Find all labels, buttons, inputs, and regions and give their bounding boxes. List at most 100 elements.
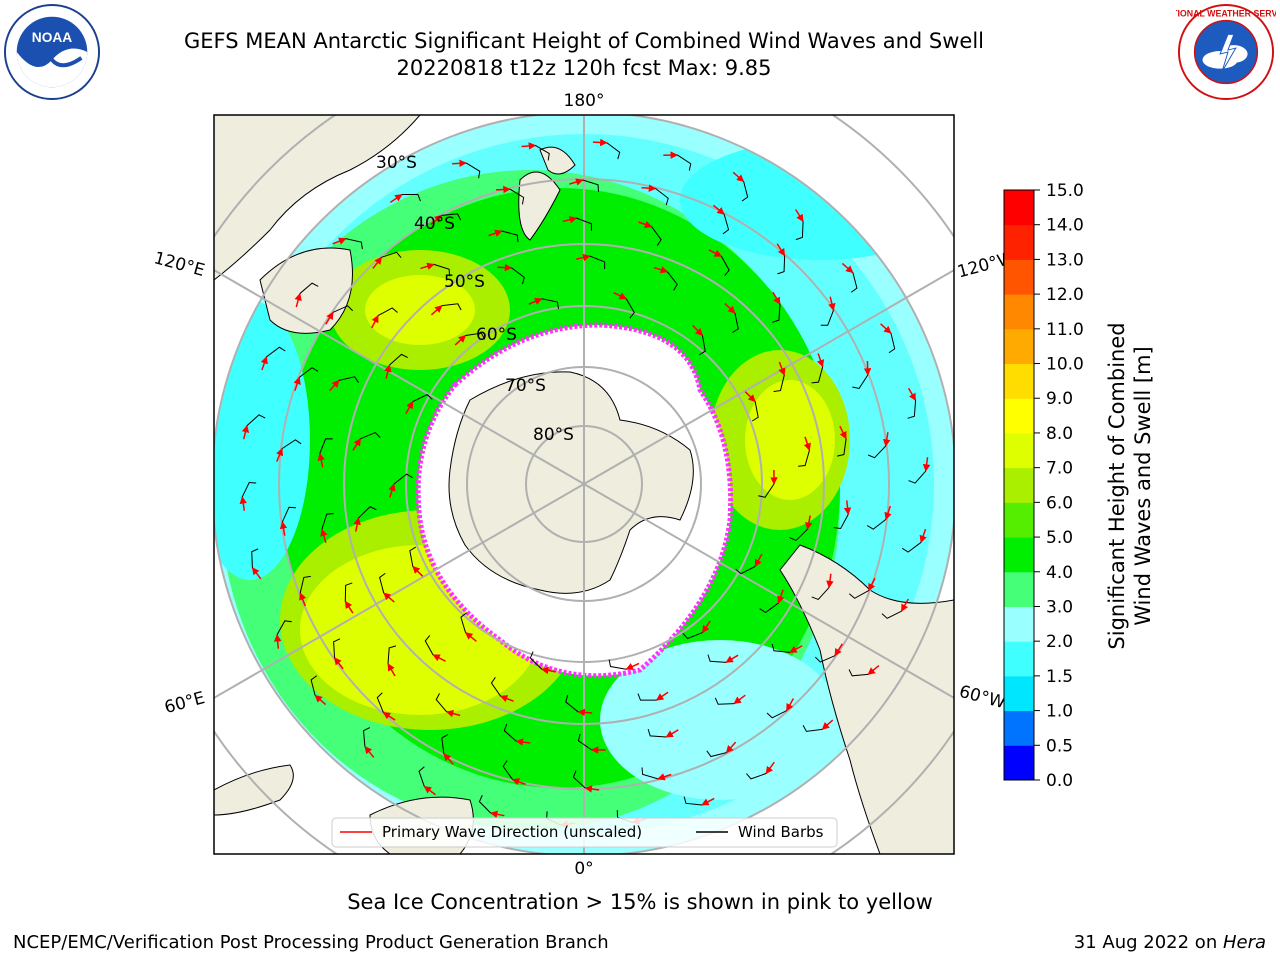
colorbar-segment [1004, 745, 1034, 781]
wind-barb [565, 695, 579, 713]
wind-barb [811, 587, 830, 601]
wind-barb [655, 188, 669, 206]
colorbar-tick-label: 4.0 [1046, 563, 1073, 583]
wave-arrow [515, 738, 531, 746]
wind-barb [722, 214, 730, 235]
wave-arrow [754, 553, 763, 568]
wind-barb [503, 723, 517, 742]
colorbar-segment [1004, 641, 1034, 677]
wind-barb [465, 332, 486, 340]
wave-arrow [389, 193, 403, 203]
lat-label-60s: 60°S [476, 325, 517, 345]
wave-arrow [489, 810, 505, 818]
colorbar-segment [1004, 432, 1034, 469]
wave-arrow [497, 263, 513, 272]
wave-arrow [828, 296, 836, 312]
wave-arrow [907, 387, 917, 401]
wave-arrow [785, 698, 795, 712]
wave-arrow [843, 500, 852, 516]
wave-arrow [584, 785, 600, 793]
wave-arrow [577, 708, 593, 717]
graticule [214, 115, 954, 854]
wind-barb [820, 310, 834, 326]
wind-barb [751, 401, 759, 422]
wind-barb [393, 473, 413, 485]
colorbar-segment [1004, 190, 1034, 226]
wave-arrow [528, 297, 543, 305]
wind-barb [682, 632, 703, 640]
wind-barb [502, 760, 513, 780]
wave-arrow [430, 214, 443, 225]
colorbar-segment [1004, 537, 1034, 573]
colorbar-segment [1004, 606, 1034, 642]
wind-barb [360, 431, 381, 440]
wave-arrow [488, 229, 503, 237]
wind-barb [501, 230, 519, 243]
wind-barb [409, 546, 417, 567]
colorbar-tick-label: 3.0 [1046, 597, 1073, 617]
colorbar-tick-label: 13.0 [1046, 250, 1084, 270]
wave-arrow [655, 691, 669, 701]
wave-arrow [803, 436, 811, 451]
wave-arrow [332, 237, 347, 245]
wind-barb [332, 305, 354, 313]
wind-barb [576, 217, 592, 231]
wind-barb [299, 367, 319, 378]
wind-barb [541, 298, 560, 309]
wave-arrow [241, 424, 250, 440]
wave-arrow [464, 631, 477, 642]
wind-barb [241, 481, 257, 498]
nws-logo: NATIONAL WEATHER SERVICE [1176, 3, 1276, 101]
legend-wave-label: Primary Wave Direction (unscaled) [382, 823, 642, 841]
wind-barb [511, 267, 525, 285]
wind-barb [281, 506, 297, 523]
colorbar-tick-label: 2.0 [1046, 632, 1073, 652]
colorbar-tick-label: 14.0 [1046, 216, 1084, 236]
wind-barb [387, 645, 397, 664]
wave-arrow [454, 334, 467, 346]
wave-arrow [276, 447, 283, 462]
wave-arrow [353, 517, 361, 532]
wave-arrow [708, 249, 723, 257]
wave-arrow [430, 305, 443, 316]
wind-barb [509, 188, 525, 205]
wind-barb [901, 542, 922, 553]
wave-arrow [816, 353, 825, 368]
wind-barb [667, 271, 678, 291]
wind-barb [625, 298, 635, 319]
map-area [214, 115, 954, 854]
lat-label-80s: 80°S [533, 425, 574, 445]
wave-arrow [867, 665, 880, 676]
wave-arrow [868, 577, 876, 592]
wave-arrow [372, 256, 383, 269]
wind-barb [529, 651, 543, 670]
wind-barb [344, 582, 353, 602]
wind-barb [698, 335, 706, 356]
wave-arrow [299, 592, 307, 607]
wave-arrow [883, 432, 891, 447]
wind-barb [707, 654, 727, 663]
wind-barb [789, 528, 808, 542]
wind-barb [714, 697, 735, 705]
colorbar-frame [1003, 189, 1035, 781]
colorbar-segment [1004, 502, 1034, 538]
lon-label-120e: 120°E [152, 248, 207, 281]
wind-barb [251, 548, 259, 568]
wind-barb [281, 439, 302, 450]
colorbar-segment [1004, 398, 1034, 434]
lon-label-60w: 60°W [957, 682, 1008, 714]
wave-arrow [821, 719, 834, 730]
lon-label-60e: 60°E [162, 688, 207, 718]
wave-arrow [712, 204, 725, 215]
wind-barb [572, 770, 586, 789]
wind-barb [577, 733, 592, 751]
wind-barb [848, 590, 869, 599]
wind-barb [867, 518, 887, 530]
wave-arrow [328, 379, 340, 392]
colorbar-segment [1004, 224, 1034, 260]
wave-arrow [653, 266, 669, 274]
wave-arrow [657, 773, 672, 781]
wind-barb [266, 346, 286, 358]
wave-arrow [900, 598, 909, 612]
lon-label-top: 180° [564, 91, 605, 111]
